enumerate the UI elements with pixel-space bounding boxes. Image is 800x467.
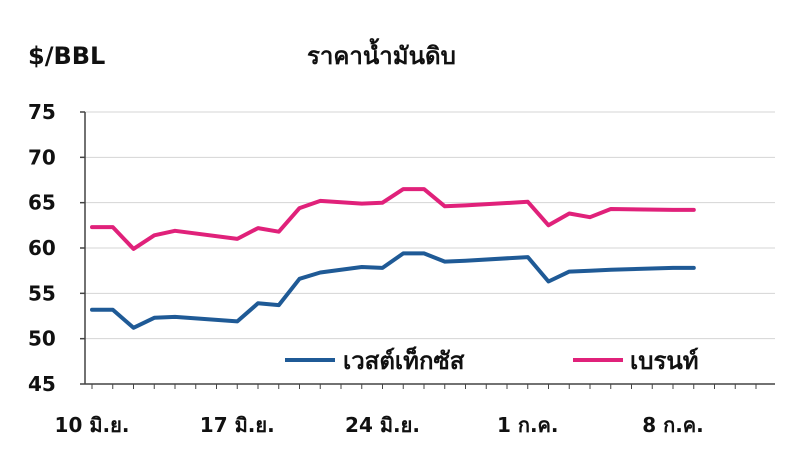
y-tick-label: 50 bbox=[28, 327, 56, 351]
y-tick-label: 65 bbox=[28, 191, 56, 215]
series-lines bbox=[90, 187, 696, 330]
x-tick-labels: 10 มิ.ย. 17 มิ.ย. 24 มิ.ย. 1 ก.ค. 8 ก.ค. bbox=[55, 413, 704, 437]
y-tick-labels: 75 70 65 60 55 50 45 bbox=[28, 100, 56, 396]
y-tick-label: 60 bbox=[28, 236, 56, 260]
axes bbox=[80, 111, 775, 389]
y-tick-label: 70 bbox=[28, 145, 56, 169]
legend-label-brent: เบรนท์ bbox=[630, 347, 699, 375]
gridlines bbox=[85, 111, 775, 340]
series-line-west-texas bbox=[90, 251, 696, 330]
legend: เวสต์เท็กซัส เบรนท์ bbox=[285, 346, 699, 375]
x-tick-label: 8 ก.ค. bbox=[642, 413, 704, 437]
x-tick-label: 1 ก.ค. bbox=[497, 413, 559, 437]
chart-title: ราคาน้ำมันดิบ bbox=[307, 37, 456, 70]
y-tick-label: 45 bbox=[28, 372, 56, 396]
legend-label-west-texas: เวสต์เท็กซัส bbox=[343, 346, 465, 375]
y-tick-label: 55 bbox=[28, 281, 56, 305]
x-tick-label: 10 มิ.ย. bbox=[55, 413, 130, 437]
x-tick-label: 24 มิ.ย. bbox=[345, 413, 420, 437]
series-line-brent bbox=[90, 187, 696, 251]
x-tick-label: 17 มิ.ย. bbox=[200, 413, 275, 437]
y-tick-label: 75 bbox=[28, 100, 56, 124]
y-axis-unit-label: $/BBL bbox=[28, 42, 105, 70]
